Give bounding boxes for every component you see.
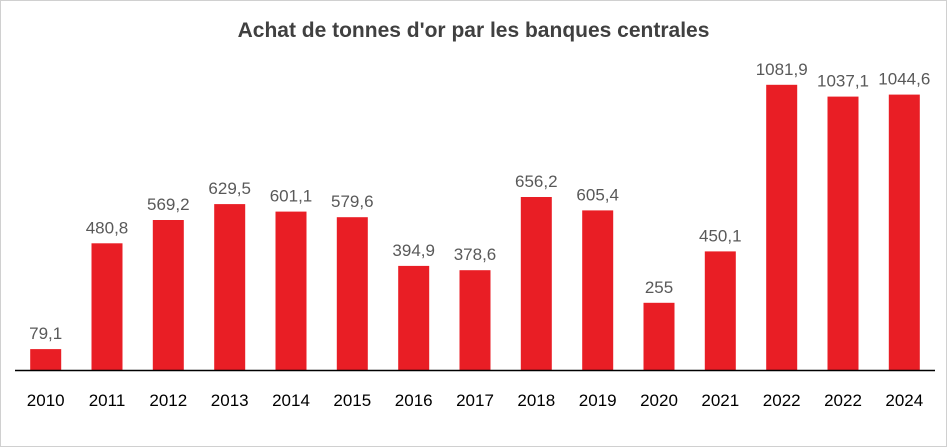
data-label: 1081,9: [756, 60, 808, 79]
x-tick-label: 2013: [211, 391, 249, 410]
bar-2011-1: [91, 243, 123, 370]
bar-2015-5: [336, 217, 368, 370]
x-tick-label: 2012: [149, 391, 187, 410]
x-tick-label: 2017: [456, 391, 494, 410]
data-label: 1044,6: [878, 70, 930, 89]
data-label: 629,5: [208, 179, 251, 198]
x-tick-label: 2024: [885, 391, 923, 410]
data-label: 656,2: [515, 172, 558, 191]
x-tick-label: 2022: [763, 391, 801, 410]
data-label: 569,2: [147, 195, 190, 214]
x-tick-label: 2015: [333, 391, 371, 410]
x-tick-label: 2016: [395, 391, 433, 410]
data-label: 1037,1: [817, 72, 869, 91]
x-tick-label: 2019: [579, 391, 617, 410]
bar-2014-4: [275, 211, 307, 370]
x-tick-label: 2014: [272, 391, 310, 410]
bar-2013-3: [214, 204, 246, 370]
data-label: 378,6: [454, 245, 497, 264]
bar-2012-2: [152, 220, 184, 370]
data-label: 255: [645, 278, 673, 297]
bar-2019-9: [582, 210, 614, 370]
bar-2017-7: [459, 270, 491, 370]
data-label: 480,8: [86, 218, 129, 237]
data-label: 579,6: [331, 192, 374, 211]
chart-title: Achat de tonnes d'or par les banques cen…: [237, 19, 710, 42]
bar-2018-8: [520, 197, 552, 370]
bar-2016-6: [398, 265, 430, 370]
data-label: 394,9: [392, 241, 435, 260]
x-tick-label: 2021: [701, 391, 739, 410]
bar-2010-0: [30, 349, 62, 370]
x-tick-label: 2020: [640, 391, 678, 410]
bar-2021-11: [704, 251, 736, 370]
data-label: 450,1: [699, 226, 742, 245]
bar-2024-14: [888, 94, 920, 370]
x-tick-label: 2022: [824, 391, 862, 410]
data-label: 605,4: [576, 185, 619, 204]
data-label: 79,1: [29, 324, 62, 343]
x-tick-label: 2018: [517, 391, 555, 410]
bar-2022-13: [827, 96, 859, 370]
bar-2020-10: [643, 302, 675, 370]
bar-2022-12: [766, 84, 798, 371]
x-tick-label: 2011: [89, 391, 126, 410]
x-tick-label: 2010: [27, 391, 65, 410]
data-label: 601,1: [270, 187, 313, 206]
